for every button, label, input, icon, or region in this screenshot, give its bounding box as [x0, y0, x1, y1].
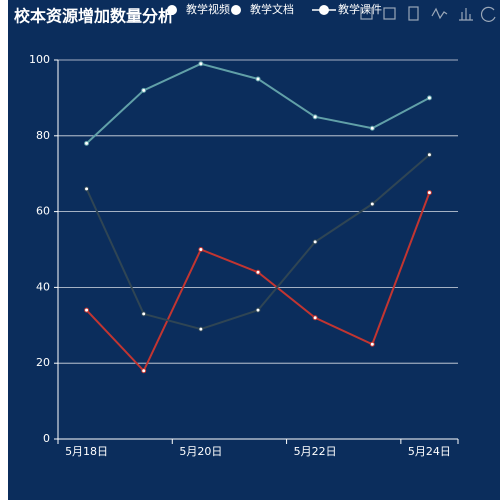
tool-data-view[interactable] [408, 6, 419, 21]
legend-label: 教学课件 [338, 2, 382, 16]
data-point [426, 95, 432, 101]
data-point [141, 87, 147, 93]
y-tick-label: 0 [43, 432, 50, 445]
data-point [369, 201, 375, 207]
y-tick-label: 20 [36, 356, 50, 369]
data-point [255, 76, 261, 82]
data-point [84, 307, 90, 313]
x-tick-label: 5月20日 [179, 445, 222, 458]
x-tick-label: 5月22日 [294, 445, 337, 458]
data-point [198, 326, 204, 332]
data-point [369, 125, 375, 131]
x-tick-label: 5月24日 [408, 445, 451, 458]
data-point [426, 152, 432, 158]
y-tick-label: 100 [29, 53, 50, 66]
tool-line[interactable] [431, 7, 448, 20]
data-point [198, 247, 204, 252]
tool-bar[interactable] [459, 8, 473, 21]
data-point [312, 315, 318, 321]
data-point [141, 368, 147, 374]
legend-icon [319, 5, 329, 15]
tool-zoom[interactable] [360, 7, 373, 20]
legend-icon [167, 5, 177, 15]
legend-label: 教学视频 [186, 2, 230, 16]
y-tick-label: 60 [36, 205, 50, 218]
x-tick-label: 5月18日 [65, 445, 108, 458]
legend: 教学视频 教学文档 教学课件 [167, 2, 382, 16]
data-point [312, 114, 318, 120]
chart-title: 校本资源增加数量分析 [14, 7, 174, 26]
data-point [426, 190, 432, 196]
data-point [312, 239, 318, 245]
y-tick-label: 80 [36, 129, 50, 142]
background [8, 0, 500, 500]
legend-label: 教学文档 [250, 2, 294, 16]
y-tick-label: 40 [36, 280, 50, 293]
tool-zoom-reset[interactable] [383, 7, 396, 20]
data-point [198, 61, 204, 67]
data-point [255, 269, 261, 275]
data-point [369, 341, 375, 347]
data-point [84, 186, 90, 192]
legend-icon [231, 5, 241, 15]
data-point [255, 307, 261, 313]
tool-restore[interactable] [480, 6, 496, 22]
data-point [84, 140, 90, 146]
data-point [141, 311, 147, 317]
toolbox[interactable] [360, 6, 496, 22]
